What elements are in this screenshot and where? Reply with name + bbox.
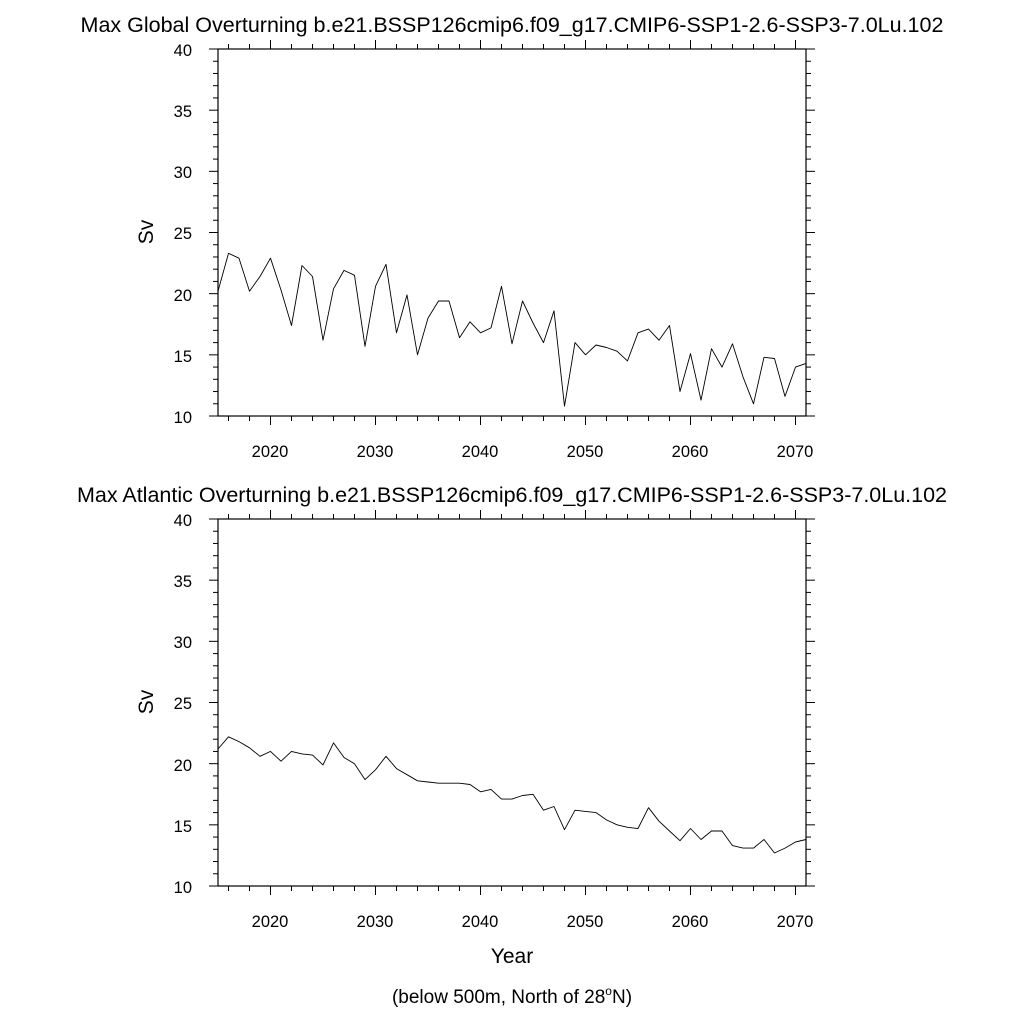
global-y-axis-label: Sv (135, 219, 158, 244)
global-y-tick-label: 10 (174, 409, 192, 427)
global-x-tick-label: 2030 (357, 443, 394, 461)
atlantic-y-tick-label: 35 (174, 573, 192, 591)
global-x-tick-label: 2070 (777, 443, 814, 461)
global-y-tick-label: 20 (174, 287, 192, 305)
global-x-tick-label: 2040 (462, 443, 499, 461)
atlantic-y-tick-label: 40 (174, 512, 192, 530)
atlantic-x-tick-label: 2060 (672, 913, 709, 931)
global-x-tick-label: 2060 (672, 443, 709, 461)
atlantic-x-tick-label: 2050 (567, 913, 604, 931)
atlantic-chart-title: Max Atlantic Overturning b.e21.BSSP126cm… (77, 483, 947, 507)
footnote-suffix: N) (612, 987, 632, 1008)
footnote-prefix: (below 500m, North of 28 (392, 987, 605, 1008)
atlantic-y-tick-label: 15 (174, 818, 192, 836)
region-footnote: (below 500m, North of 28oN) (392, 984, 632, 1008)
global-overturning-line (217, 252, 807, 407)
atlantic-overturning-panel: Max Atlantic Overturning b.e21.BSSP126cm… (77, 483, 947, 968)
atlantic-y-tick-label: 10 (174, 879, 192, 897)
atlantic-y-axis-label: Sv (135, 689, 158, 714)
global-overturning-panel: Max Global Overturning b.e21.BSSP126cmip… (81, 13, 944, 461)
global-x-tick-label: 2020 (252, 443, 289, 461)
global-axis-ticks (209, 40, 815, 425)
atlantic-overturning-line (217, 736, 807, 854)
x-axis-label: Year (491, 945, 533, 968)
global-y-tick-label: 25 (174, 225, 192, 243)
global-x-tick-label: 2050 (567, 443, 604, 461)
global-plot-frame (217, 48, 807, 417)
global-chart-title: Max Global Overturning b.e21.BSSP126cmip… (81, 13, 944, 37)
footnote-degree-superscript: o (605, 984, 612, 998)
atlantic-axis-ticks (209, 510, 815, 895)
global-y-tick-labels: 10 15 20 25 30 35 40 (174, 42, 192, 427)
atlantic-x-tick-label: 2070 (777, 913, 814, 931)
atlantic-y-tick-label: 25 (174, 695, 192, 713)
atlantic-x-tick-labels: 2020 2030 2040 2050 2060 2070 (252, 913, 814, 931)
atlantic-x-tick-label: 2040 (462, 913, 499, 931)
global-y-tick-label: 30 (174, 164, 192, 182)
global-y-tick-label: 35 (174, 103, 192, 121)
atlantic-y-tick-label: 20 (174, 757, 192, 775)
global-x-tick-labels: 2020 2030 2040 2050 2060 2070 (252, 443, 814, 461)
atlantic-y-tick-labels: 10 15 20 25 30 35 40 (174, 512, 192, 897)
atlantic-y-tick-label: 30 (174, 634, 192, 652)
global-y-tick-label: 40 (174, 42, 192, 60)
atlantic-x-tick-label: 2020 (252, 913, 289, 931)
global-y-tick-label: 15 (174, 348, 192, 366)
atlantic-x-tick-label: 2030 (357, 913, 394, 931)
